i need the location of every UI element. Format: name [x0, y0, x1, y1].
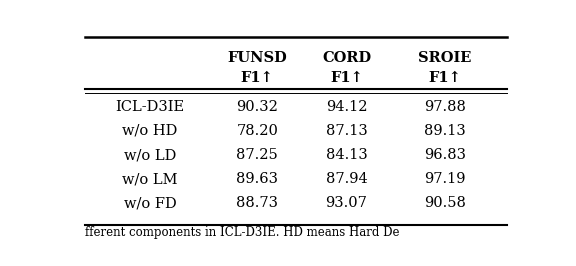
Text: 88.73: 88.73 — [236, 196, 278, 210]
Text: ICL-D3IE: ICL-D3IE — [116, 100, 185, 114]
Text: 89.13: 89.13 — [424, 124, 465, 138]
Text: 97.19: 97.19 — [424, 172, 465, 186]
Text: F1↑: F1↑ — [429, 71, 461, 85]
Text: F1↑: F1↑ — [330, 71, 363, 85]
Text: 87.13: 87.13 — [325, 124, 367, 138]
Text: 94.12: 94.12 — [326, 100, 367, 114]
Text: FUNSD: FUNSD — [228, 51, 287, 65]
Text: SROIE: SROIE — [418, 51, 471, 65]
Text: 89.63: 89.63 — [236, 172, 278, 186]
Text: 90.32: 90.32 — [236, 100, 278, 114]
Text: 97.88: 97.88 — [424, 100, 465, 114]
Text: w/o HD: w/o HD — [123, 124, 178, 138]
Text: CORD: CORD — [322, 51, 371, 65]
Text: 84.13: 84.13 — [325, 148, 367, 162]
Text: 93.07: 93.07 — [325, 196, 367, 210]
Text: 90.58: 90.58 — [424, 196, 465, 210]
Text: w/o LM: w/o LM — [122, 172, 178, 186]
Text: fferent components in ICL-D3IE. HD means Hard De: fferent components in ICL-D3IE. HD means… — [85, 226, 400, 239]
Text: 78.20: 78.20 — [236, 124, 278, 138]
Text: 87.25: 87.25 — [236, 148, 278, 162]
Text: 96.83: 96.83 — [424, 148, 466, 162]
Text: F1↑: F1↑ — [241, 71, 274, 85]
Text: w/o LD: w/o LD — [124, 148, 176, 162]
Text: 87.94: 87.94 — [325, 172, 367, 186]
Text: w/o FD: w/o FD — [124, 196, 176, 210]
